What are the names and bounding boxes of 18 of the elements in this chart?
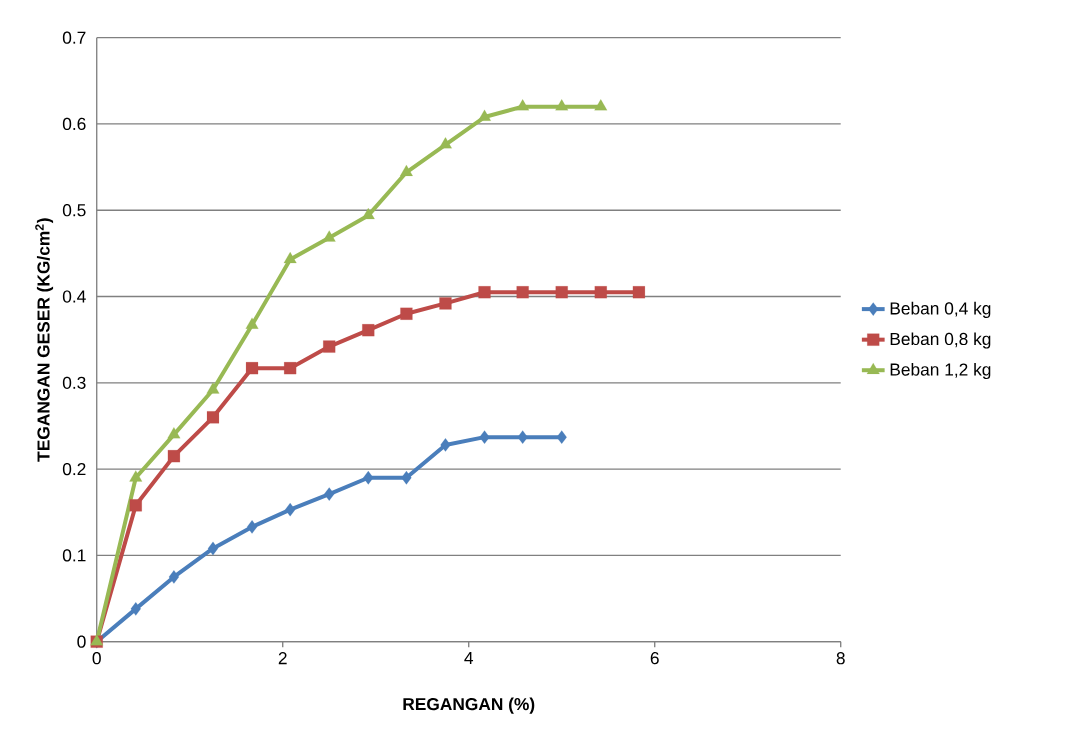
y-tick-label: 0.4 xyxy=(62,290,86,303)
y-tick-label: 0 xyxy=(77,635,86,648)
x-tick-label: 4 xyxy=(464,652,474,664)
x-tick-label: 8 xyxy=(836,652,845,665)
x-tick-label: 6 xyxy=(650,652,659,665)
legend-label: Beban 1,2 kg xyxy=(890,362,991,380)
y-tick-label: 0.2 xyxy=(62,462,86,476)
x-tick-label: 0 xyxy=(92,652,101,665)
y-tick-label: 0.6 xyxy=(62,117,86,131)
legend-label: Beban 0,8 kg xyxy=(890,332,991,349)
y-tick-label: 0.5 xyxy=(62,204,86,217)
x-axis-title: REGANGAN (%) xyxy=(403,697,535,714)
y-tick-label: 0.1 xyxy=(62,549,86,562)
y-tick-label: 0.3 xyxy=(62,376,86,389)
legend-label: Beban 0,4 kg xyxy=(890,301,991,318)
x-tick-label: 2 xyxy=(278,652,287,665)
y-axis-title: TEGANGAN GESER (KG/cm$^{2}$) xyxy=(35,218,54,462)
y-tick-label: 0.7 xyxy=(62,31,86,44)
